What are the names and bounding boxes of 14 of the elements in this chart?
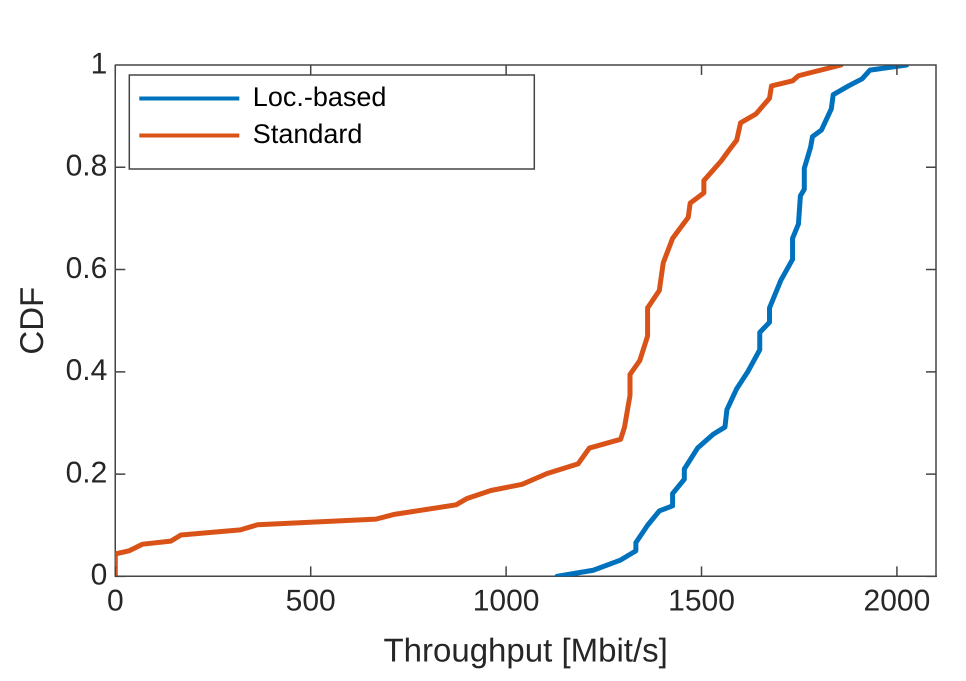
x-tick-label: 2000 bbox=[864, 584, 930, 618]
y-tick-label: 0.2 bbox=[66, 456, 108, 490]
y-tick-label: 0.8 bbox=[66, 150, 108, 183]
y-tick-label: 0.6 bbox=[66, 252, 108, 285]
x-tick-label: 1500 bbox=[668, 584, 735, 618]
x-axis-title: Throughput [Mbit/s] bbox=[383, 631, 668, 668]
legend-label: Standard bbox=[252, 118, 362, 149]
y-axis-title: CDF bbox=[12, 286, 50, 355]
x-tick-label: 500 bbox=[286, 584, 336, 618]
y-tick-label: 0.4 bbox=[66, 354, 108, 388]
y-tick-label: 1 bbox=[90, 47, 108, 80]
x-tick-label: 1000 bbox=[472, 584, 540, 618]
legend-label: Loc.-based bbox=[252, 82, 386, 112]
y-tick-label: 0 bbox=[90, 558, 108, 592]
